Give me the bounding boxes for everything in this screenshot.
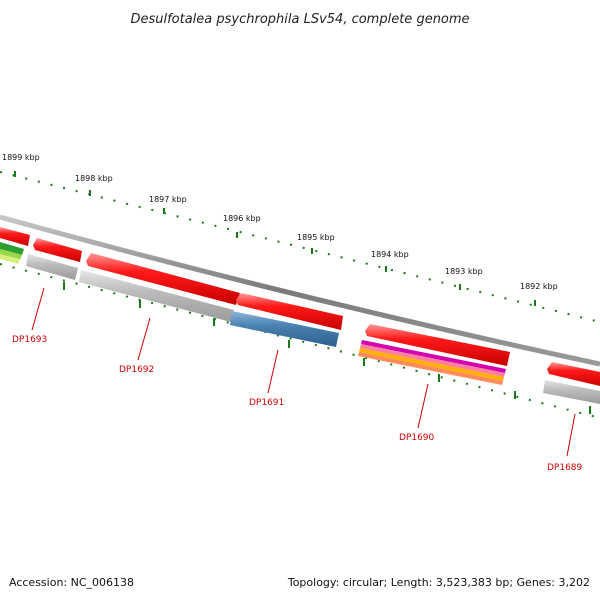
- inner-tick-ring: [0, 263, 600, 419]
- scale-label: 1895 kbp: [297, 233, 335, 242]
- gene-label[interactable]: DP1691: [249, 398, 284, 408]
- label-leader: [566, 413, 576, 457]
- gene-label[interactable]: DP1692: [119, 365, 154, 375]
- gene-feature-dp1691[interactable]: [230, 293, 343, 347]
- genome-summary-text: Topology: circular; Length: 3,523,383 bp…: [287, 576, 590, 589]
- gene-feature-dp1689[interactable]: [543, 362, 600, 404]
- genome-backbone: [0, 214, 600, 367]
- accession-text: Accession: NC_006138: [9, 576, 134, 589]
- map-title: Desulfotalea psychrophila LSv54, complet…: [130, 12, 469, 27]
- scale-label: 1893 kbp: [445, 267, 483, 276]
- label-leader: [417, 383, 429, 429]
- scale-label: 1894 kbp: [371, 250, 409, 259]
- scale-label: 1892 kbp: [520, 282, 558, 291]
- scale-label: 1896 kbp: [223, 214, 261, 223]
- scale-label: 1898 kbp: [75, 174, 113, 183]
- gene-label[interactable]: DP1690: [399, 433, 435, 443]
- gene-feature-dp1690[interactable]: [358, 324, 510, 385]
- outer-tick-ring: [0, 171, 600, 323]
- label-leader: [267, 349, 279, 394]
- gene-feature-dp1692[interactable]: [79, 253, 240, 322]
- gene-label[interactable]: DP1693: [12, 335, 47, 345]
- gene-feature-dp1693[interactable]: [0, 227, 82, 280]
- label-leader: [137, 317, 151, 361]
- scale-label: 1899 kbp: [2, 153, 40, 162]
- label-leader: [31, 287, 45, 331]
- scale-label: 1897 kbp: [149, 195, 187, 204]
- gene-label[interactable]: DP1689: [547, 463, 583, 473]
